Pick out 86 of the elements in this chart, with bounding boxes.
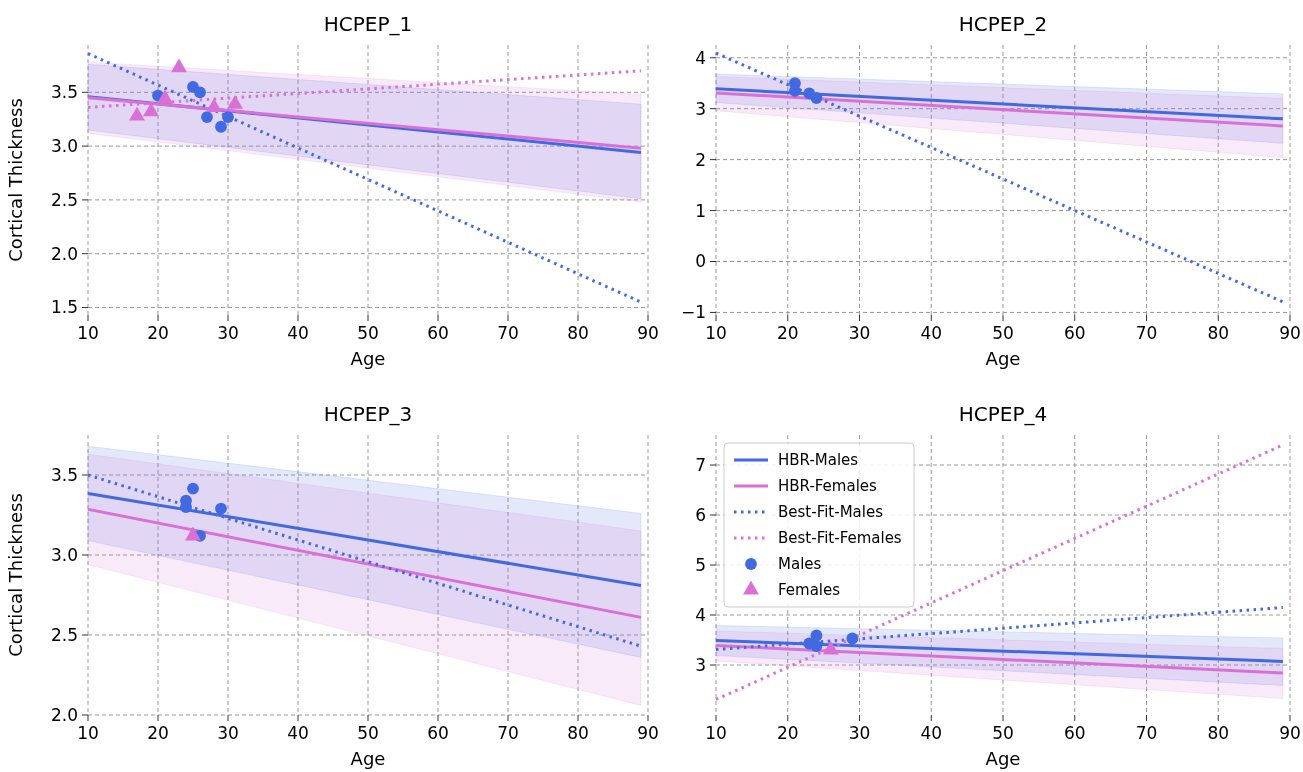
x-tick-label: 90 <box>637 723 659 743</box>
y-tick-label: 3.0 <box>50 544 78 565</box>
point <box>157 89 173 104</box>
x-tick-label: 90 <box>1279 723 1301 743</box>
x-tick-label: 90 <box>1279 323 1301 343</box>
x-tick-label: 80 <box>1207 323 1230 343</box>
x-tick-label: 50 <box>992 323 1014 343</box>
y-tick-label: 2.5 <box>50 624 78 645</box>
legend-label: Best-Fit-Females <box>778 529 902 548</box>
point <box>171 58 187 73</box>
legend-label: HBR-Females <box>778 477 878 496</box>
x-tick-label: 20 <box>776 723 799 743</box>
x-tick-label: 40 <box>920 723 943 743</box>
x-tick-label: 70 <box>497 323 519 343</box>
x-tick-label: 40 <box>287 723 309 743</box>
point <box>810 92 823 104</box>
x-tick-label: 10 <box>77 323 99 343</box>
point <box>201 111 213 123</box>
y-tick-label: 3 <box>695 654 706 675</box>
x-tick-label: 90 <box>637 323 659 343</box>
point <box>129 106 145 121</box>
x-tick-label: 50 <box>357 723 379 743</box>
x-axis-title: Age <box>985 348 1021 369</box>
x-tick-label: 60 <box>427 723 449 743</box>
y-tick-label: 3.5 <box>50 82 78 103</box>
chart-title: HCPEP_2 <box>958 12 1048 36</box>
chart-title: HCPEP_4 <box>958 402 1048 426</box>
point <box>846 632 859 645</box>
x-tick-label: 30 <box>217 323 239 343</box>
x-tick-label: 10 <box>77 723 99 743</box>
x-tick-label: 20 <box>147 323 169 343</box>
y-tick-label: 3 <box>695 98 706 119</box>
y-tick-label: 2.0 <box>50 243 78 264</box>
y-tick-label: 4 <box>695 604 706 625</box>
x-tick-label: 10 <box>705 723 727 743</box>
x-tick-label: 60 <box>427 323 449 343</box>
point <box>206 98 222 112</box>
point <box>810 640 823 652</box>
legend-label: Males <box>778 555 822 574</box>
y-tick-label: 1 <box>695 200 706 221</box>
y-tick-label: 5 <box>695 554 706 575</box>
x-tick-label: 70 <box>497 723 519 743</box>
point <box>222 111 234 123</box>
y-tick-label: 3.5 <box>50 464 78 485</box>
y-tick-label: 2 <box>695 149 706 170</box>
x-tick-label: 80 <box>567 723 589 743</box>
x-tick-label: 70 <box>1135 323 1158 343</box>
legend-label: HBR-Males <box>778 451 859 470</box>
x-tick-label: 70 <box>1135 723 1158 743</box>
x-tick-label: 50 <box>357 323 379 343</box>
x-tick-label: 50 <box>992 723 1014 743</box>
point <box>810 629 823 642</box>
point <box>215 120 227 133</box>
x-tick-label: 80 <box>1207 723 1230 743</box>
x-tick-label: 60 <box>1063 723 1086 743</box>
x-axis-title: Age <box>350 348 386 369</box>
x-axis-title: Age <box>985 748 1021 769</box>
x-axis-title: Age <box>350 748 386 769</box>
y-axis-title: Cortical Thickness <box>5 493 26 657</box>
y-tick-label: 2.5 <box>50 189 78 210</box>
chart-title: HCPEP_1 <box>323 12 413 36</box>
y-tick-label: 7 <box>695 454 706 475</box>
x-tick-label: 30 <box>848 723 871 743</box>
x-tick-label: 80 <box>567 323 589 343</box>
legend-label: Females <box>778 581 841 600</box>
x-tick-label: 20 <box>776 323 799 343</box>
chart-title: HCPEP_3 <box>323 402 413 426</box>
y-tick-label: 1.5 <box>50 297 78 318</box>
y-tick-label: 4 <box>695 47 706 68</box>
y-axis-title: Cortical Thickness <box>5 98 26 262</box>
legend-label: Best-Fit-Males <box>778 503 884 522</box>
point <box>227 94 243 109</box>
x-tick-label: 30 <box>848 323 871 343</box>
x-tick-label: 10 <box>705 323 727 343</box>
y-tick-label: 0 <box>695 251 706 272</box>
x-tick-label: 20 <box>147 723 169 743</box>
y-tick-label: 2.0 <box>50 704 78 725</box>
y-tick-label: −1 <box>680 302 706 323</box>
x-tick-label: 30 <box>217 723 239 743</box>
x-tick-label: 40 <box>287 323 309 343</box>
point <box>143 102 159 117</box>
y-tick-label: 6 <box>695 504 706 525</box>
y-tick-label: 3.0 <box>50 136 78 157</box>
point <box>194 86 206 99</box>
x-tick-label: 60 <box>1063 323 1086 343</box>
x-tick-label: 40 <box>920 323 943 343</box>
